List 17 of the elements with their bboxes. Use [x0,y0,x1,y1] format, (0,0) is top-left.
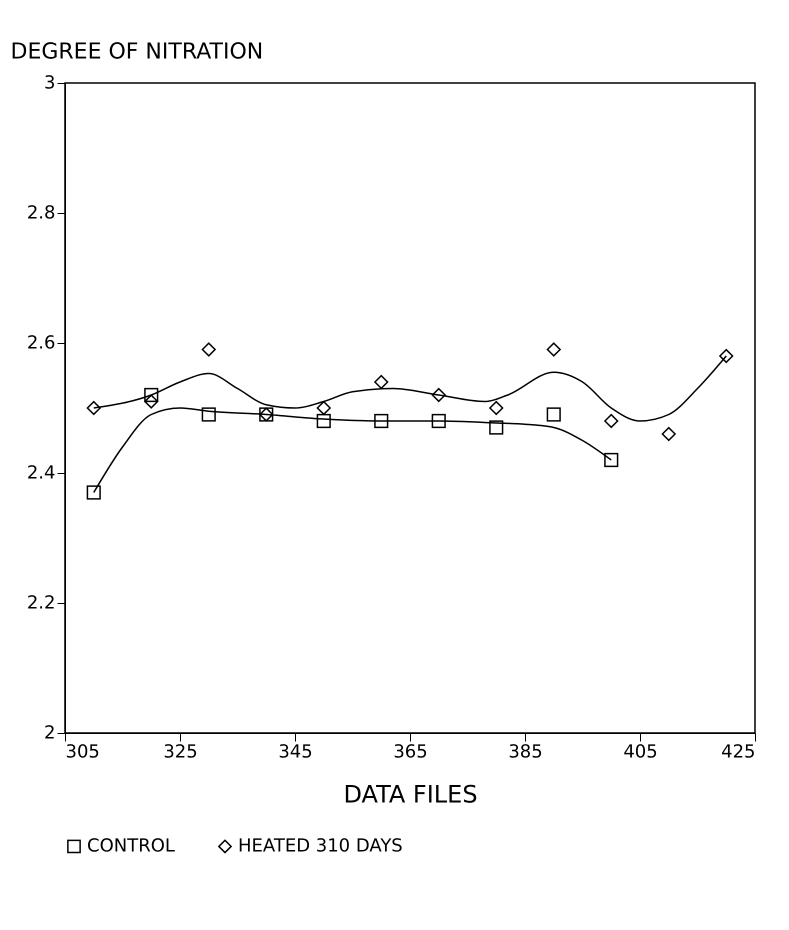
x-tick-label: 385 [508,742,543,762]
y-tick-label: 3 [44,72,56,94]
y-tick-label: 2.8 [26,202,56,224]
x-tick-label: 425 [721,742,756,762]
y-axis-title: DEGREE OF NITRATION [10,40,264,64]
x-tick-label: 405 [623,742,658,762]
x-tick-label: 345 [278,742,313,762]
y-tick-label: 2.2 [26,592,56,614]
y-tick-label: 2.4 [26,462,56,484]
y-tick-label: 2 [44,722,56,744]
legend-label: CONTROL [87,835,175,856]
x-tick-label: 305 [66,742,100,762]
x-tick-label: 325 [163,742,198,762]
x-tick-label: 365 [393,742,428,762]
x-axis-title: DATA FILES [343,780,478,808]
y-tick-label: 2.6 [26,332,56,354]
legend-label: HEATED 310 DAYS [238,835,403,856]
